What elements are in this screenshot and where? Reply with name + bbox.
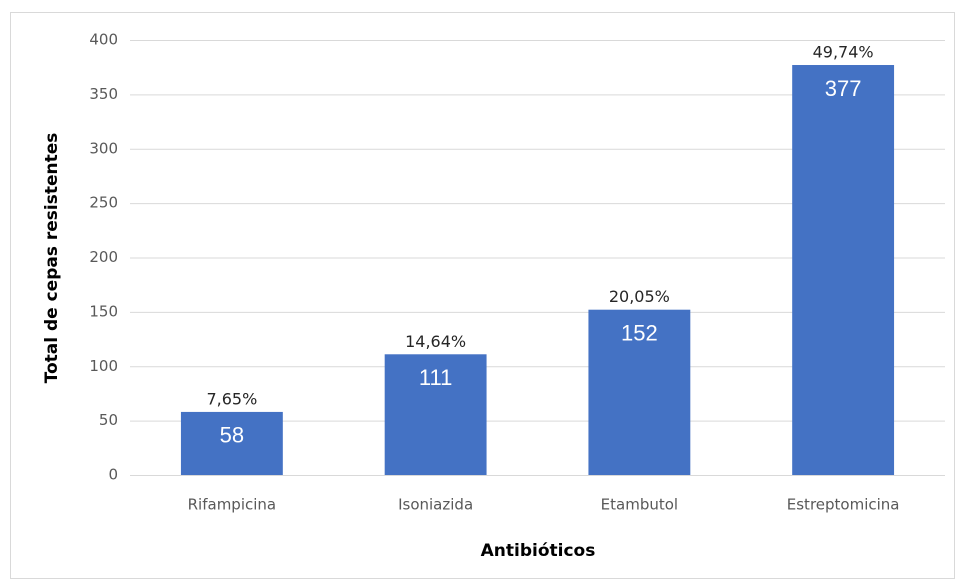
y-axis-label: Total de cepas resistentes (42, 133, 62, 384)
y-tick-label: 350 (89, 85, 118, 103)
y-tick-label: 200 (89, 248, 118, 266)
percent-label: 49,74% (813, 43, 874, 62)
y-tick-label: 250 (89, 194, 118, 212)
y-tick-label: 0 (108, 466, 118, 484)
data-label: 377 (825, 76, 862, 101)
y-tick-label: 300 (89, 139, 118, 157)
percent-label: 20,05% (609, 287, 670, 306)
x-tick-label: Rifampicina (188, 496, 276, 514)
x-tick-label: Etambutol (601, 496, 678, 514)
x-axis-label: Antibióticos (481, 541, 596, 561)
percent-label: 7,65% (206, 389, 257, 408)
percent-label: 14,64% (405, 332, 466, 351)
y-tick-label: 150 (89, 302, 118, 320)
bar (792, 65, 895, 475)
bar (180, 411, 283, 475)
x-tick-label: Isoniazida (398, 496, 473, 514)
data-label: 111 (419, 365, 452, 390)
y-tick-label: 50 (99, 411, 118, 429)
bar (384, 354, 487, 475)
y-tick-label: 400 (89, 31, 118, 49)
x-tick-label: Estreptomicina (787, 496, 900, 514)
data-label: 58 (220, 423, 244, 448)
data-label: 152 (621, 321, 658, 346)
y-tick-label: 100 (89, 357, 118, 375)
bar (588, 309, 691, 475)
